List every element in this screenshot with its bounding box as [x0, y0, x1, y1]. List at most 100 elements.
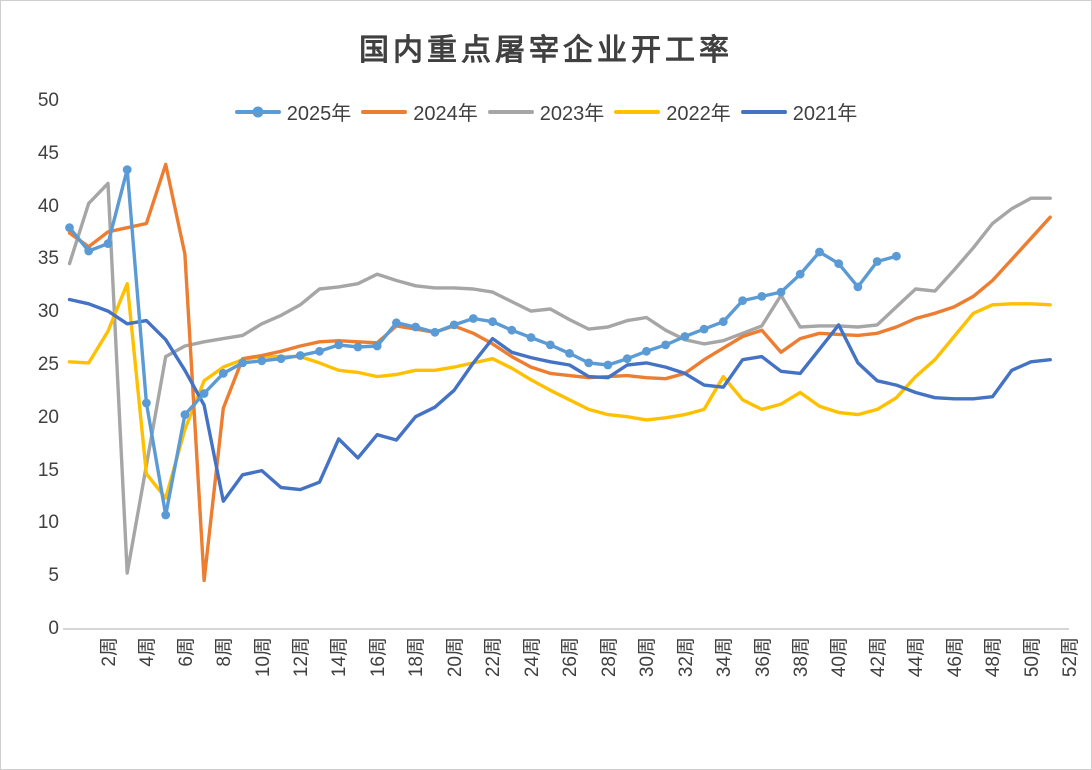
series-marker-2025年 — [238, 358, 248, 368]
x-tick-label-6周: 6周 — [175, 637, 197, 667]
x-tick-label-42周: 42周 — [867, 637, 889, 678]
legend-label-2024年: 2024年 — [413, 103, 478, 125]
y-tick-label-10: 10 — [37, 512, 59, 534]
series-marker-2025年 — [142, 398, 151, 408]
legend-item-2024年: 2024年 — [361, 97, 478, 126]
series-marker-2025年 — [718, 317, 728, 327]
series-marker-2025年 — [353, 342, 363, 352]
y-tick-label-45: 45 — [37, 142, 59, 164]
series-marker-2025年 — [603, 360, 613, 370]
series-marker-2025年 — [488, 317, 497, 327]
x-tick-label-22周: 22周 — [483, 637, 505, 678]
legend-swatch-2023年 — [487, 109, 534, 114]
y-tick-label-35: 35 — [37, 248, 59, 270]
chart-legend: 2025年 2024年 2023年 2022年 2021年 — [1, 97, 1091, 126]
series-marker-2025年 — [565, 349, 574, 358]
x-tick-label-40周: 40周 — [829, 637, 851, 678]
x-tick-label-24周: 24周 — [521, 637, 543, 678]
series-marker-2025年 — [257, 356, 267, 366]
x-tick-label-34周: 34周 — [714, 637, 736, 678]
legend-item-2023年: 2023年 — [487, 97, 605, 126]
series-marker-2025年 — [680, 332, 690, 341]
series-marker-2025年 — [161, 510, 171, 520]
legend-swatch-2025年 — [234, 106, 281, 117]
series-marker-2025年 — [872, 257, 882, 266]
legend-swatch-2021年 — [740, 109, 787, 114]
series-marker-2025年 — [103, 239, 113, 249]
legend-swatch-2022年 — [614, 109, 661, 114]
x-tick-label-4周: 4周 — [137, 637, 159, 667]
x-tick-label-8周: 8周 — [214, 637, 236, 667]
series-marker-2025年 — [334, 340, 344, 350]
x-tick-label-10周: 10周 — [252, 637, 274, 678]
x-tick-label-38周: 38周 — [791, 637, 812, 678]
x-tick-label-16周: 16周 — [367, 637, 389, 678]
legend-label-2023年: 2023年 — [539, 103, 605, 125]
x-tick-label-50周: 50周 — [1021, 637, 1043, 678]
series-marker-2025年 — [218, 369, 228, 378]
chart-title: 国内重点屠宰企业开工率 — [359, 33, 733, 68]
x-tick-label-26周: 26周 — [560, 637, 582, 678]
series-marker-2025年 — [526, 333, 536, 342]
legend-label-2025年: 2025年 — [286, 103, 352, 125]
series-marker-2025年 — [795, 269, 805, 279]
y-tick-label-40: 40 — [37, 195, 59, 217]
series-marker-2025年 — [892, 251, 901, 261]
legend-item-2025年: 2025年 — [234, 97, 352, 126]
x-tick-label-2周: 2周 — [98, 637, 120, 667]
y-tick-label-0: 0 — [48, 618, 59, 639]
series-marker-2025年 — [122, 165, 132, 175]
series-marker-2025年 — [507, 325, 517, 335]
series-marker-2025年 — [622, 354, 632, 364]
series-marker-2025年 — [180, 410, 190, 419]
series-line-2022年 — [67, 282, 1052, 500]
series-line-2023年 — [67, 181, 1052, 575]
series-marker-2025年 — [815, 247, 824, 257]
y-tick-label-25: 25 — [37, 354, 59, 375]
series-marker-2025年 — [468, 314, 478, 323]
series-marker-2025年 — [661, 340, 670, 350]
x-tick-label-18周: 18周 — [406, 637, 428, 678]
y-tick-label-15: 15 — [37, 459, 59, 481]
legend-item-2021年: 2021年 — [740, 97, 858, 126]
series-marker-2025年 — [276, 354, 286, 364]
series-marker-2025年 — [545, 340, 555, 350]
series-marker-2025年 — [853, 282, 863, 292]
legend-swatch-2024年 — [361, 109, 408, 114]
x-tick-label-44周: 44周 — [906, 637, 928, 678]
x-tick-label-32周: 32周 — [675, 637, 697, 678]
y-tick-label-50: 50 — [37, 90, 59, 111]
x-tick-label-14周: 14周 — [329, 637, 351, 678]
series-marker-2025年 — [65, 223, 74, 233]
legend-item-2022年: 2022年 — [614, 97, 731, 126]
x-tick-label-30周: 30周 — [637, 637, 659, 678]
x-tick-label-52周: 52周 — [1060, 637, 1082, 678]
x-tick-label-48周: 48周 — [983, 637, 1005, 678]
series-marker-2025年 — [584, 358, 594, 368]
series-marker-2025年 — [372, 341, 382, 351]
legend-marker-dot — [252, 106, 264, 117]
series-marker-2025年 — [392, 318, 401, 328]
series-marker-2025年 — [430, 327, 440, 337]
series-marker-2025年 — [295, 351, 305, 360]
x-tick-label-28周: 28周 — [598, 637, 620, 678]
legend-label-2021年: 2021年 — [792, 103, 858, 125]
series-line-2021年 — [67, 297, 1052, 503]
series-marker-2025年 — [315, 346, 324, 356]
series-marker-2025年 — [411, 322, 420, 332]
x-tick-label-46周: 46周 — [944, 637, 966, 678]
series-marker-2025年 — [776, 287, 786, 297]
series-marker-2025年 — [757, 292, 767, 301]
series-marker-2025年 — [449, 320, 459, 330]
y-tick-label-5: 5 — [48, 565, 59, 587]
x-tick-label-36周: 36周 — [752, 637, 774, 678]
series-marker-2025年 — [699, 324, 709, 334]
series-marker-2025年 — [834, 259, 844, 268]
series-marker-2025年 — [738, 296, 747, 305]
legend-label-2022年: 2022年 — [666, 103, 731, 125]
series-marker-2025年 — [84, 246, 94, 256]
y-tick-label-20: 20 — [37, 406, 59, 428]
x-tick-label-12周: 12周 — [291, 637, 313, 678]
